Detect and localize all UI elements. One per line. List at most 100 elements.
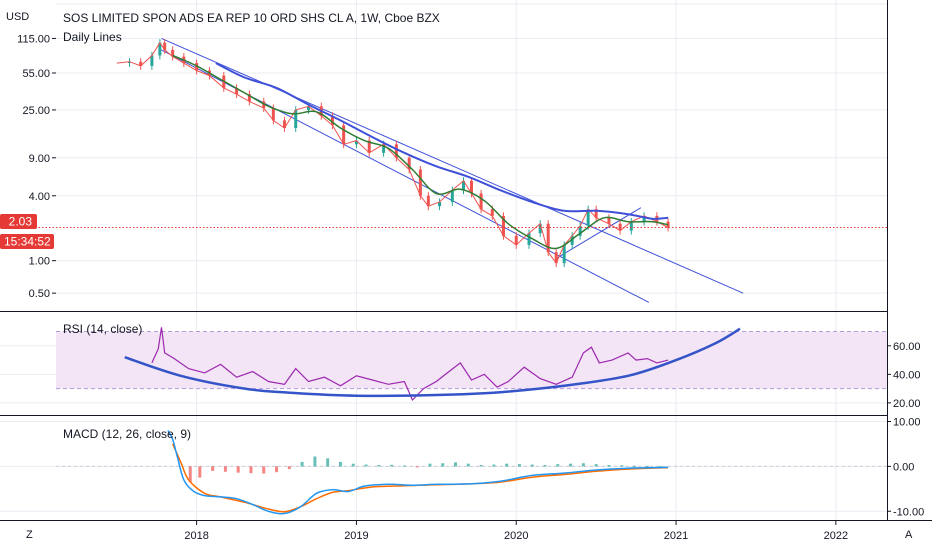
countdown-badge: 15:34:52 — [0, 234, 54, 249]
macd-histogram-bar — [262, 466, 266, 474]
macd-histogram-bar — [300, 461, 304, 467]
candle-body — [407, 157, 411, 170]
macd-line — [167, 430, 669, 515]
macd-histogram-bar — [211, 466, 215, 471]
time-axis-tick-label: 2018 — [184, 530, 208, 542]
candle-body — [594, 209, 598, 218]
macd-histogram-bar — [326, 458, 330, 467]
macd-histogram-bar — [351, 463, 355, 467]
candle-body — [294, 109, 298, 128]
candle-body — [283, 120, 287, 128]
price-axis-tick-label: 0.50 — [29, 288, 50, 300]
macd-histogram-bar — [466, 463, 470, 467]
indicator-legend-rsi: RSI (14, close) — [63, 322, 142, 336]
time-axis[interactable]: 2018 2019 2020 2021 2022 — [184, 520, 848, 542]
macd-histogram-bar — [645, 465, 649, 467]
price-axis-tick-label: 1.00 — [29, 256, 50, 268]
macd-pane[interactable] — [56, 430, 887, 515]
macd-histogram-bar — [377, 465, 381, 467]
candle-body — [642, 215, 646, 222]
rsi-axis-tick-label: 60.00 — [893, 341, 921, 353]
macd-histogram-bar — [249, 466, 253, 474]
moving-average-fast — [172, 54, 669, 250]
macd-histogram-bar — [198, 466, 202, 478]
candle-body — [163, 42, 167, 50]
candle-body — [570, 235, 574, 245]
macd-histogram-bar — [275, 466, 279, 473]
macd-histogram-bar — [441, 463, 445, 467]
time-axis-tick-label: 2019 — [344, 530, 368, 542]
price-pane[interactable] — [0, 37, 887, 303]
macd-histogram-bar — [594, 464, 598, 467]
candle-body — [150, 55, 154, 66]
macd-axis-tick-label: 10.00 — [893, 416, 921, 428]
candle-body — [426, 195, 430, 207]
macd-histogram-bar — [454, 462, 458, 467]
macd-histogram-bar — [620, 465, 624, 467]
chart-title: SOS LIMITED SPON ADS EA REP 10 ORD SHS C… — [63, 11, 440, 25]
macd-histogram-bar — [607, 465, 611, 467]
candle-body — [629, 221, 633, 231]
candle-body — [330, 115, 334, 126]
candle-body — [158, 42, 162, 56]
candle-body — [527, 233, 531, 245]
candle-body — [462, 180, 466, 191]
rsi-trend-curve — [124, 327, 741, 398]
candle-body — [479, 193, 483, 210]
candle-body — [171, 49, 175, 57]
candle-body — [139, 61, 143, 66]
candle-body — [450, 190, 454, 203]
macd-histogram-bar — [492, 464, 496, 467]
candle-body — [554, 252, 558, 264]
macd-histogram-bar — [633, 465, 637, 467]
price-candles — [116, 39, 670, 267]
price-axis-tick-label: 25.00 — [22, 105, 50, 117]
timezone-button[interactable]: Z — [26, 529, 33, 541]
candle-body — [195, 63, 199, 71]
price-axis-tick-label: 4.00 — [29, 191, 50, 203]
candle-body — [235, 87, 239, 95]
candle-body — [546, 223, 550, 253]
candle-body — [586, 209, 590, 226]
candle-body — [538, 223, 542, 234]
left-price-axis[interactable]: 115.00 55.00 25.00 9.00 4.00 1.00 0.50 — [17, 33, 56, 300]
macd-histogram-bar — [543, 465, 547, 467]
rsi-pane[interactable] — [56, 327, 887, 402]
candle-body — [501, 215, 505, 236]
macd-histogram-bar — [364, 464, 368, 467]
macd-histogram-bar — [581, 463, 585, 467]
candle-body — [394, 144, 398, 158]
macd-histogram-bar — [313, 456, 317, 467]
price-axis-tick-label: 55.00 — [22, 68, 50, 80]
macd-axis-tick-label: 0.00 — [893, 461, 914, 473]
time-axis-tick-label: 2021 — [664, 530, 688, 542]
candle-body — [354, 140, 358, 145]
right-indicator-axis[interactable]: 60.00 40.00 20.00 10.00 0.00 -10.00 — [887, 341, 924, 518]
macd-histogram-bar — [223, 466, 227, 472]
rsi-axis-tick-label: 20.00 — [893, 398, 921, 410]
macd-histogram-bar — [479, 465, 483, 467]
moving-average-slow — [215, 62, 669, 220]
macd-histogram-bar — [402, 465, 406, 467]
macd-histogram-bar — [428, 463, 432, 467]
last-price-badge: 2.03 — [0, 214, 37, 229]
trend-line-0 — [161, 37, 744, 294]
candle-body — [514, 235, 518, 245]
macd-histogram-bar — [505, 463, 509, 467]
candle-body — [342, 125, 346, 145]
auto-scale-button[interactable]: A — [905, 529, 913, 541]
macd-histogram-bar — [569, 463, 573, 467]
macd-histogram-bar — [556, 464, 560, 467]
macd-histogram-bar — [188, 466, 192, 483]
candle-body — [418, 169, 422, 196]
candle-body — [470, 180, 473, 194]
candle-body — [271, 108, 275, 121]
candle-body — [562, 244, 566, 264]
candle-body — [578, 225, 582, 236]
candle-body — [382, 144, 386, 153]
candle-body — [490, 209, 494, 216]
price-line — [116, 41, 669, 265]
candle-body — [607, 217, 611, 224]
time-axis-tick-label: 2020 — [504, 530, 528, 542]
macd-histogram-bar — [338, 461, 342, 467]
